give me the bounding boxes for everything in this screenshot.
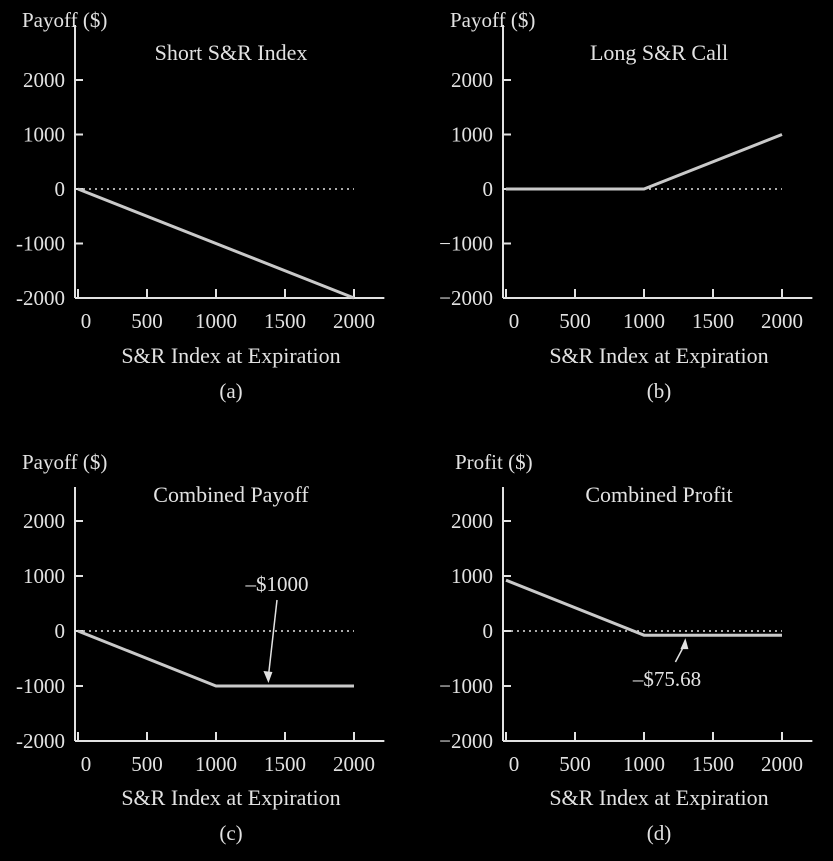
panel-b-ytick-label-4: −2000 <box>439 286 493 310</box>
panel-d-series-line <box>505 578 782 637</box>
panel-c-xtick-label-1: 500 <box>131 752 163 776</box>
panel-a-xlabel: S&R Index at Expiration <box>121 343 340 368</box>
panel-b-xtick-label-1: 500 <box>559 309 591 333</box>
panel-d-xtick-label-4: 2000 <box>761 752 803 776</box>
panel-d-xtick-label-3: 1500 <box>692 752 734 776</box>
panel-a-xtick-label-4: 2000 <box>333 309 375 333</box>
panel-c-ylabel: Payoff ($) <box>22 450 107 474</box>
panel-b-ytick-label-3: −1000 <box>439 232 493 256</box>
panel-b-xlabel: S&R Index at Expiration <box>549 343 768 368</box>
panel-b-ytick-label-0: 2000 <box>451 68 493 92</box>
panel-a-plot: 2000 1000 0 -1000 -2000 0 500 1000 1500 2000 <box>16 25 385 333</box>
panel-b-xtick-label-4: 2000 <box>761 309 803 333</box>
panel-c-series-line <box>77 629 354 688</box>
panel-b: Payoff ($) Long S&R Call S&R Index at Ex… <box>439 8 813 403</box>
panel-a-caption: (a) <box>219 379 242 403</box>
panel-c-plot: 2000 1000 0 -1000 -2000 0 500 1000 1500 2000 –$100… <box>16 487 385 776</box>
panel-a-xtick-label-3: 1500 <box>264 309 306 333</box>
panel-d-ytick-label-2: 0 <box>483 619 494 643</box>
panel-b-title: Long S&R Call <box>590 40 728 65</box>
panel-a-ytick-label-3: -1000 <box>16 232 65 256</box>
panel-b-xtick-label-3: 1500 <box>692 309 734 333</box>
panel-b-caption: (b) <box>647 379 672 403</box>
panel-c-xtick-label-3: 1500 <box>264 752 306 776</box>
panel-a: Payoff ($) Short S&R Index S&R Index at … <box>16 8 385 403</box>
panel-d-ylabel: Profit ($) <box>455 450 533 474</box>
panel-d-xtick-label-2: 1000 <box>623 752 665 776</box>
panel-d-xlabel: S&R Index at Expiration <box>549 785 768 810</box>
panel-c-ytick-label-3: -1000 <box>16 674 65 698</box>
panel-d: Profit ($) Combined Profit S&R Index at … <box>439 450 813 845</box>
panel-a-xtick-label-0: 0 <box>81 309 92 333</box>
panel-c-annotation-arrow <box>267 599 278 677</box>
panel-c-ytick-label-0: 2000 <box>23 509 65 533</box>
panel-a-xtick-label-2: 1000 <box>195 309 237 333</box>
panel-c-ytick-label-1: 1000 <box>23 564 65 588</box>
panel-c: Payoff ($) Combined Payoff S&R Index at … <box>16 450 385 845</box>
panel-a-ytick-label-4: -2000 <box>16 286 65 310</box>
panel-a-ytick-label-2: 0 <box>55 177 66 201</box>
panel-b-ytick-label-2: 0 <box>483 177 494 201</box>
panel-a-ytick-label-0: 2000 <box>23 68 65 92</box>
panel-b-ytick-label-1: 1000 <box>451 123 493 147</box>
panel-d-title: Combined Profit <box>585 482 732 507</box>
panel-d-xtick-label-0: 0 <box>509 752 520 776</box>
panel-a-series-line <box>77 187 355 300</box>
panel-d-ytick-label-3: −1000 <box>439 674 493 698</box>
panel-a-ytick-label-1: 1000 <box>23 123 65 147</box>
panel-b-xtick-label-2: 1000 <box>623 309 665 333</box>
panel-d-ytick-label-0: 2000 <box>451 509 493 533</box>
panel-b-plot: 2000 1000 0 −1000 −2000 0 500 1000 1500 2000 <box>439 25 813 333</box>
panel-c-annotation-arrowhead <box>263 671 273 683</box>
panel-d-annotation-label: –$75.68 <box>632 667 701 691</box>
panel-c-xtick-label-4: 2000 <box>333 752 375 776</box>
panel-d-xtick-label-1: 500 <box>559 752 591 776</box>
panel-c-ytick-label-4: -2000 <box>16 729 65 753</box>
panel-c-caption: (c) <box>219 821 242 845</box>
panel-d-ytick-label-4: −2000 <box>439 729 493 753</box>
panel-b-xtick-label-0: 0 <box>509 309 520 333</box>
panel-c-title: Combined Payoff <box>153 482 309 507</box>
panel-d-ytick-label-1: 1000 <box>451 564 493 588</box>
panel-a-title: Short S&R Index <box>155 40 308 65</box>
panel-a-ylabel: Payoff ($) <box>22 8 107 32</box>
panel-c-xtick-label-2: 1000 <box>195 752 237 776</box>
panel-c-annotation-label: –$1000 <box>245 572 309 596</box>
panel-c-xtick-label-0: 0 <box>81 752 92 776</box>
panel-c-xlabel: S&R Index at Expiration <box>121 785 340 810</box>
panel-b-series-line <box>506 133 783 191</box>
panel-c-ytick-label-2: 0 <box>55 619 66 643</box>
panel-d-caption: (d) <box>647 821 672 845</box>
panel-d-annotation-arrowhead <box>680 638 689 650</box>
panel-a-xtick-label-1: 500 <box>131 309 163 333</box>
panel-d-plot: 2000 1000 0 −1000 −2000 0 500 1000 1500 2000 –$75.… <box>439 487 813 776</box>
panel-b-ylabel: Payoff ($) <box>450 8 535 32</box>
